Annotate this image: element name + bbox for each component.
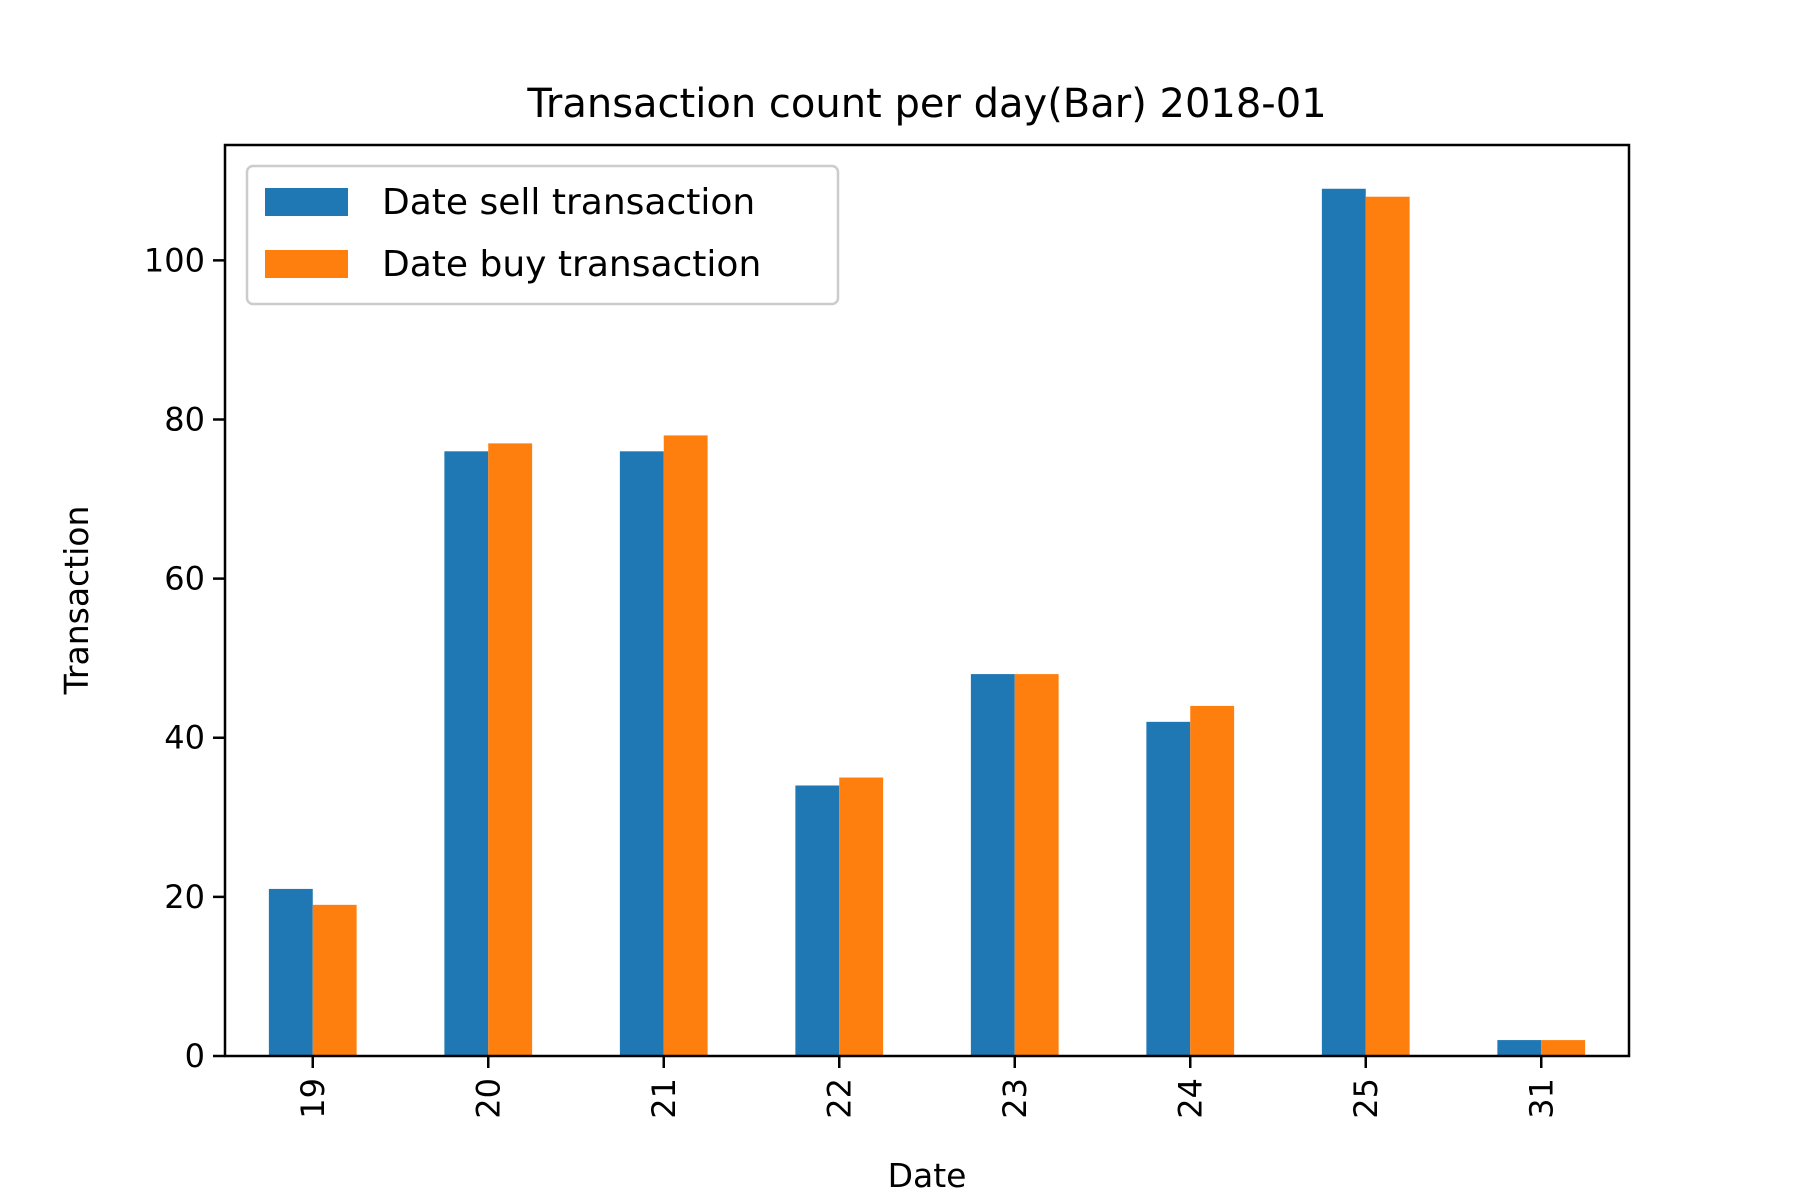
bar-buy-25 — [1365, 196, 1410, 1056]
bar-sell-20 — [444, 451, 489, 1056]
x-tick-label: 20 — [469, 1078, 507, 1119]
legend-swatch-sell — [265, 188, 348, 216]
bar-sell-23 — [970, 674, 1015, 1056]
bar-buy-20 — [488, 443, 533, 1057]
bar-sell-19 — [268, 888, 313, 1056]
bar-buy-19 — [312, 904, 357, 1056]
bar-buy-31 — [1541, 1040, 1586, 1056]
x-tick-label: 31 — [1522, 1078, 1560, 1119]
bar-sell-24 — [1146, 721, 1191, 1056]
x-tick-label: 22 — [820, 1078, 858, 1119]
y-axis: 0 20 40 60 80 100 — [144, 241, 225, 1075]
y-tick-label: 80 — [164, 400, 205, 438]
bar-sell-21 — [619, 451, 664, 1056]
y-tick-label: 0 — [185, 1037, 205, 1075]
x-tick-label: 19 — [294, 1078, 332, 1119]
legend-label-buy: Date buy transaction — [382, 244, 761, 285]
x-tick-label: 24 — [1171, 1078, 1209, 1119]
plot-frame — [223, 143, 1631, 1058]
y-tick-label: 20 — [164, 878, 205, 916]
legend-frame — [245, 164, 840, 306]
y-tick-label: 100 — [144, 241, 205, 279]
bar-buy-24 — [1190, 705, 1235, 1056]
legend: Date sell transaction Date buy transacti… — [245, 164, 840, 306]
bars-group — [268, 188, 1586, 1057]
bar-buy-21 — [663, 435, 708, 1056]
y-axis-label: Transaction — [57, 506, 96, 696]
bar-sell-22 — [795, 785, 840, 1056]
bar-sell-25 — [1321, 188, 1366, 1056]
bar-buy-23 — [1014, 674, 1059, 1056]
x-tick-label: 25 — [1347, 1078, 1385, 1119]
bar-sell-31 — [1497, 1040, 1542, 1056]
y-tick-label: 60 — [164, 560, 205, 598]
x-tick-label: 23 — [996, 1078, 1034, 1119]
x-axis-label: Date — [888, 1156, 967, 1195]
x-axis: 19 20 21 22 23 24 25 31 — [294, 1056, 1560, 1119]
x-tick-label: 21 — [645, 1078, 683, 1119]
legend-swatch-buy — [265, 250, 348, 278]
y-tick-label: 40 — [164, 719, 205, 757]
bar-buy-22 — [839, 777, 884, 1056]
chart-title: Transaction count per day(Bar) 2018-01 — [526, 81, 1326, 127]
legend-label-sell: Date sell transaction — [382, 182, 755, 223]
